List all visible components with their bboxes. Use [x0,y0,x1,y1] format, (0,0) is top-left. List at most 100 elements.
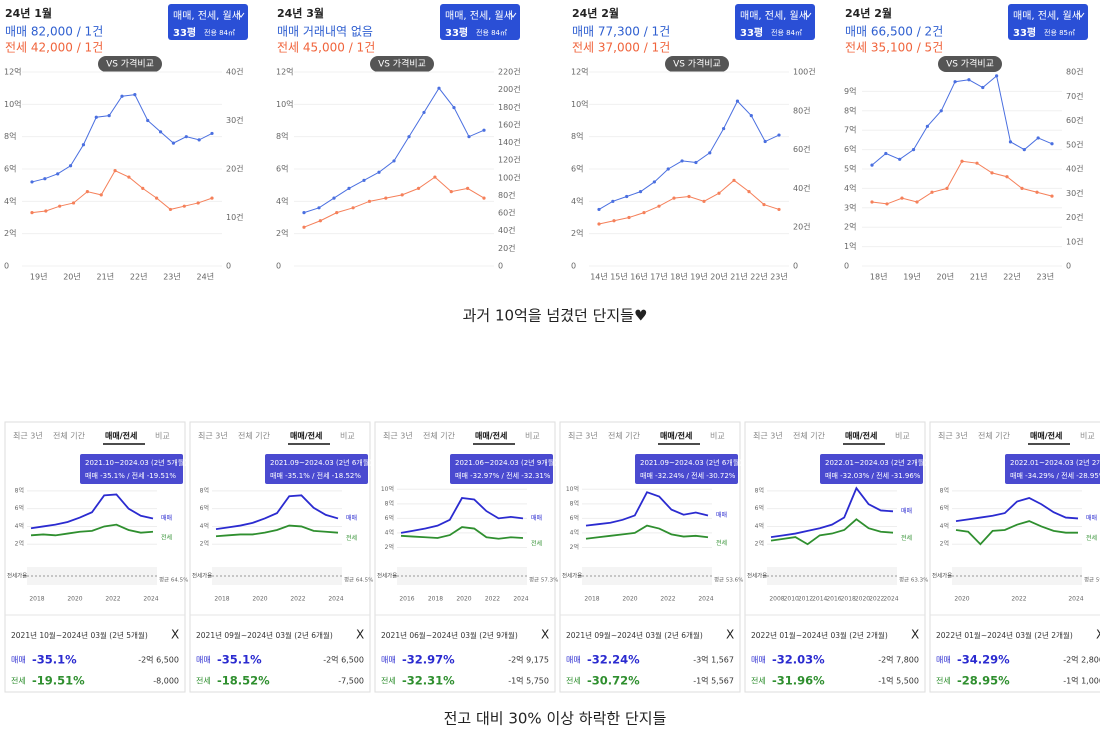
x-tick-label: 23년 [770,272,788,282]
month: 24년 2월 [572,6,619,20]
sale-line-point [981,85,985,90]
rate-avg: 평균 59.9% [1084,577,1100,584]
y-tick-label: 4억 [571,196,583,206]
y2-tick-label: 80건 [793,105,811,115]
sale-label: 매매 [11,656,26,665]
sale-end-label: 매매 [346,514,357,522]
jeonse-label: 전세 [196,676,211,686]
jeonse-line [31,169,213,214]
compare-label: VS 가격비교 [106,58,154,70]
tab: 전체 기간 [423,431,456,441]
sale-end-label: 매매 [716,511,727,519]
period: 2022년 01월~2024년 03월 (2년 2개월) [751,630,888,640]
y-tick-label: 6억 [276,164,288,174]
jeonse-line-point [885,202,889,206]
x-tick-label: 2020 [954,596,969,603]
jeonse-end-label: 전세 [1086,534,1097,542]
jeonse-line-point [1020,186,1024,190]
compare-label: VS 가격비교 [946,58,994,70]
jeonse-line-point [777,207,781,212]
month: 24년 3월 [277,6,324,20]
close[interactable]: X [356,628,364,642]
y2-tick-label: 0 [226,262,231,271]
rate-label: 전세가율 [377,572,397,580]
y-tick-label: 8억 [276,131,288,141]
x-tick-label: 2016 [399,596,414,603]
x-tick-label: 2022 [660,596,675,603]
jeonse-line-point [416,186,421,190]
sale-line-point [107,114,111,118]
caption: 과거 10억을 넘겼던 단지들♥ [463,307,648,325]
y-tick-label: 8억 [385,499,394,507]
jeonse-line-point [367,199,372,203]
y2-tick-label: 30건 [1066,188,1084,198]
jeonse-line-point [99,193,103,197]
x-tick-label: 2018 [428,596,443,603]
tooltip [1005,454,1100,484]
close[interactable]: X [1096,628,1100,642]
jeonse-summary: 전세 35,100 / 5건 [845,41,943,55]
x-tick-label: 23년 [1037,272,1055,282]
tab: 전체 기간 [53,431,86,441]
sale-line-point [482,128,486,132]
close[interactable]: X [911,628,919,642]
tab: 전체 기간 [978,431,1011,441]
y-tick-label: 10억 [381,485,394,493]
tab: 매매/전세 [1030,431,1062,441]
tooltip-period: 2022.01~2024.03 (2년 2개월) [1010,458,1100,467]
jeonse-line-point [1050,194,1054,198]
y-tick-label: 6억 [4,164,16,174]
x-tick-label: 18년 [670,272,688,282]
x-tick-label: 20년 [710,272,728,282]
y-tick-label: 0 [844,262,849,271]
sale-label: 매매 [566,656,581,665]
tab: 비교 [525,432,540,441]
sale-label: 매매 [381,656,396,665]
jeonse-summary: 전세 45,000 / 1건 [277,41,375,55]
y2-tick-label: 180건 [498,102,521,112]
tooltip-period: 2021.10~2024.03 (2년 5개월) [85,458,187,467]
sale-line-point [939,109,943,113]
tooltip [820,454,923,484]
chevron [237,12,245,18]
y2-tick-label: 20건 [793,222,811,232]
sale-line-point [1036,136,1040,140]
bottom-card: 최근 3년 전체 기간 매매/전세 비교 2021.06~2024.03 (2년 9개월… [374,421,558,693]
compare-button [370,56,434,72]
size: 33평 [740,26,763,39]
rate-avg: 평균 64.5% [344,577,373,584]
y-tick-label: 1억 [844,241,856,251]
rate-avg: 평균 64.5% [159,577,188,584]
sale-line [30,493,154,530]
close[interactable]: X [171,628,179,642]
sale-line-point [467,135,471,139]
sale-line-point [146,118,150,123]
y2-tick-label: 0 [498,262,503,271]
rate-avg: 평균 57.3% [529,577,558,584]
close[interactable]: X [726,628,734,642]
jeonse-line-point [945,186,949,190]
y-tick-label: 4억 [4,196,16,206]
jeonse-amount: -7,500 [338,677,364,686]
jeonse-line [871,160,1053,205]
x-tick-label: 20년 [937,272,955,282]
sale-line-point [171,141,176,145]
sale-amount: -2억 2,800 [1063,655,1100,665]
y2-tick-label: 30건 [226,115,244,125]
x-tick-label: 2024 [328,596,343,603]
size: 33평 [445,26,468,39]
jeonse-end-label: 전세 [346,534,357,542]
period: 2021년 06월~2024년 03월 (2년 9개월) [381,630,518,640]
y-tick-label: 12억 [571,67,589,77]
close[interactable]: X [541,628,549,642]
sale-line-point [302,211,306,215]
jeonse-label: 전세 [751,676,766,686]
x-tick-label: 14년 [590,272,608,282]
tab: 전체 기간 [238,431,271,441]
area: 전용 85㎡ [1044,28,1075,37]
sale-line-point [925,124,929,128]
jeonse-line-point [58,204,62,208]
y-tick-label: 2억 [940,540,949,548]
y2-tick-label: 10건 [226,212,244,222]
